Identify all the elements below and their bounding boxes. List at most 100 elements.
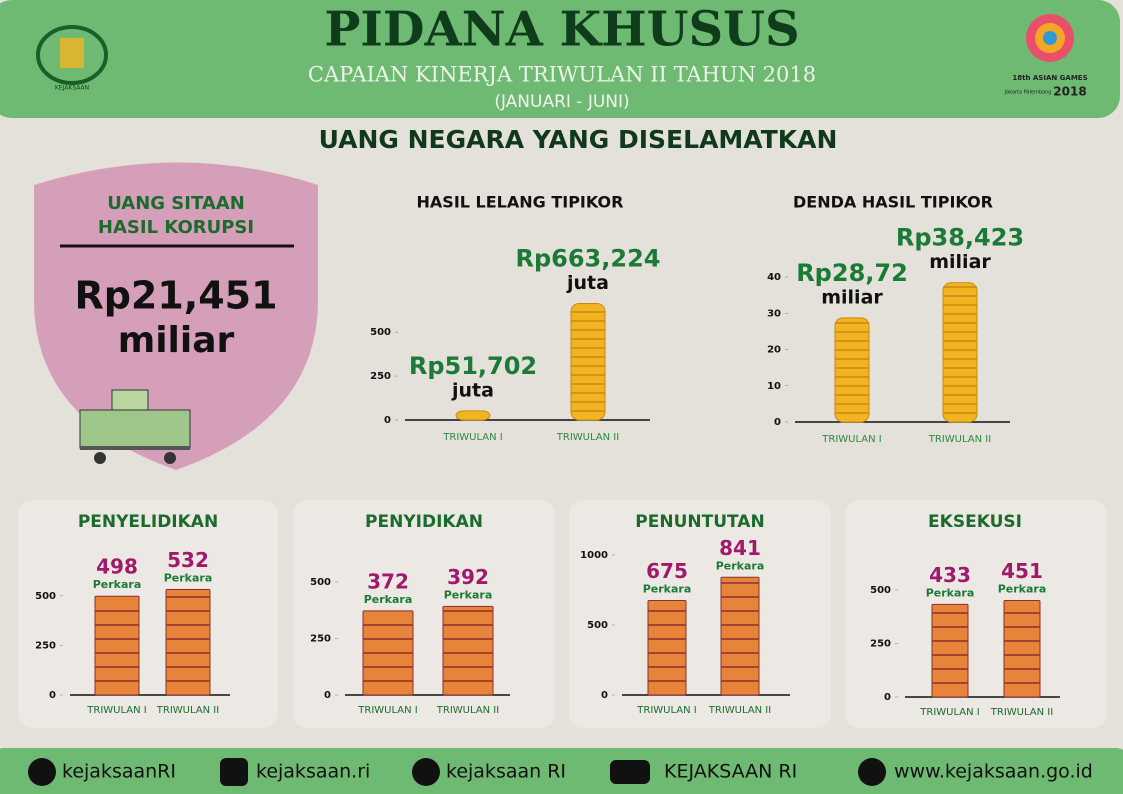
y-tick-label: 10	[767, 381, 781, 392]
panel	[845, 500, 1107, 728]
value-unit: Perkara	[364, 593, 413, 606]
y-tick-label: 30	[767, 308, 781, 319]
value-label: 392	[447, 565, 489, 589]
value-unit: Perkara	[643, 583, 692, 596]
y-tick-label: 20	[767, 345, 781, 356]
y-tick-label: 1000	[580, 550, 608, 561]
value-unit: juta	[566, 272, 609, 294]
value-label: 433	[929, 563, 971, 587]
value-unit: Perkara	[998, 582, 1047, 595]
asian-games-logo: 18th ASIAN GAMES Jakarta Palembang 2018	[1004, 14, 1088, 99]
header-period: (JANUARI - JUNI)	[494, 92, 629, 112]
y-tick-label: 0	[324, 690, 331, 701]
panel	[293, 500, 555, 728]
y-tick-label: 500	[35, 591, 56, 602]
panel	[18, 500, 278, 728]
sitaan-title: HASIL KORUPSI	[98, 217, 254, 238]
header-band	[0, 0, 1120, 118]
value-label: Rp38,423	[896, 224, 1024, 252]
logo-city: Jakarta Palembang	[1004, 90, 1052, 96]
sitaan-amount: Rp21,451	[74, 274, 277, 318]
instagram-icon	[220, 758, 248, 786]
y-tick-label: 500	[310, 577, 331, 588]
money-cart	[79, 389, 191, 464]
y-tick-label: 0	[49, 690, 56, 701]
value-unit: Perkara	[444, 588, 493, 601]
coin-stack	[834, 317, 870, 423]
header-subtitle: CAPAIAN KINERJA TRIWULAN II TAHUN 2018	[308, 63, 816, 87]
server-stack	[720, 576, 760, 696]
value-unit: Perkara	[164, 571, 213, 584]
chart-title: PENYELIDIKAN	[78, 512, 218, 532]
emblem: KEJAKSAAN	[36, 25, 108, 92]
chart-title: PENYIDIKAN	[365, 512, 483, 532]
x-tick-label: TRIWULAN I	[636, 705, 696, 716]
x-tick-label: TRIWULAN II	[708, 705, 771, 716]
footer-band	[0, 748, 1123, 794]
value-label: 498	[96, 555, 138, 579]
x-tick-label: TRIWULAN II	[156, 705, 219, 716]
sitaan-unit: miliar	[118, 320, 235, 361]
y-tick-label: 500	[370, 327, 391, 338]
value-label: 451	[1001, 559, 1043, 583]
chart-title: HASIL LELANG TIPIKOR	[417, 193, 624, 212]
twitter-icon	[28, 758, 56, 786]
y-tick-label: 0	[601, 690, 608, 701]
server-stack	[1003, 599, 1041, 698]
y-tick-label: 0	[884, 692, 891, 703]
server-stack	[647, 600, 687, 696]
footer-instagram[interactable]: kejaksaan.ri	[256, 761, 370, 783]
value-label: Rp663,224	[516, 244, 661, 272]
logo-text: 18th ASIAN GAMES	[1012, 74, 1087, 82]
section-title: UANG NEGARA YANG DISELAMATKAN	[319, 125, 838, 154]
chart-title: EKSEKUSI	[928, 512, 1022, 532]
value-unit: Perkara	[716, 559, 765, 572]
footer-website[interactable]: www.kejaksaan.go.id	[894, 761, 1093, 783]
value-label: Rp51,702	[409, 352, 537, 380]
y-tick-label: 250	[35, 640, 56, 651]
y-tick-label: 250	[870, 639, 891, 650]
y-tick-label: 500	[870, 585, 891, 596]
server-stack	[165, 588, 211, 696]
chart-title: PENUNTUTAN	[635, 512, 764, 532]
chart-title: DENDA HASIL TIPIKOR	[793, 193, 993, 212]
x-tick-label: TRIWULAN II	[436, 705, 499, 716]
facebook-icon	[412, 758, 440, 786]
value-unit: miliar	[929, 251, 991, 273]
value-label: 841	[719, 536, 761, 560]
x-tick-label: TRIWULAN I	[86, 705, 146, 716]
y-tick-label: 0	[774, 417, 781, 428]
coin-stack	[942, 282, 978, 423]
server-stack	[442, 605, 494, 696]
value-unit: miliar	[821, 286, 883, 308]
value-unit: juta	[451, 379, 494, 401]
value-label: 675	[646, 559, 688, 583]
x-tick-label: TRIWULAN II	[556, 432, 619, 443]
footer-youtube[interactable]: KEJAKSAAN RI	[664, 761, 797, 783]
y-tick-label: 250	[370, 371, 391, 382]
y-tick-label: 500	[587, 620, 608, 631]
y-tick-label: 250	[310, 634, 331, 645]
server-stack	[94, 595, 140, 696]
x-tick-label: TRIWULAN II	[928, 434, 991, 445]
x-tick-label: TRIWULAN I	[821, 434, 881, 445]
value-unit: Perkara	[93, 578, 142, 591]
y-tick-label: 40	[767, 272, 781, 283]
shield	[34, 162, 318, 470]
x-tick-label: TRIWULAN I	[442, 432, 502, 443]
globe-icon	[858, 758, 886, 786]
footer-twitter[interactable]: kejaksaanRI	[62, 761, 176, 783]
svg-text:KEJAKSAAN: KEJAKSAAN	[55, 85, 89, 92]
value-unit: Perkara	[926, 586, 975, 599]
logo-year: 2018	[1053, 85, 1086, 99]
x-tick-label: TRIWULAN I	[919, 707, 979, 718]
value-label: Rp28,72	[796, 259, 908, 287]
sitaan-title: UANG SITAAN	[107, 193, 245, 214]
x-tick-label: TRIWULAN II	[990, 707, 1053, 718]
footer-facebook[interactable]: kejaksaan RI	[446, 761, 566, 783]
panel	[569, 500, 831, 728]
value-label: 532	[167, 548, 209, 572]
x-tick-label: TRIWULAN I	[357, 705, 417, 716]
coin-stack	[455, 410, 491, 421]
